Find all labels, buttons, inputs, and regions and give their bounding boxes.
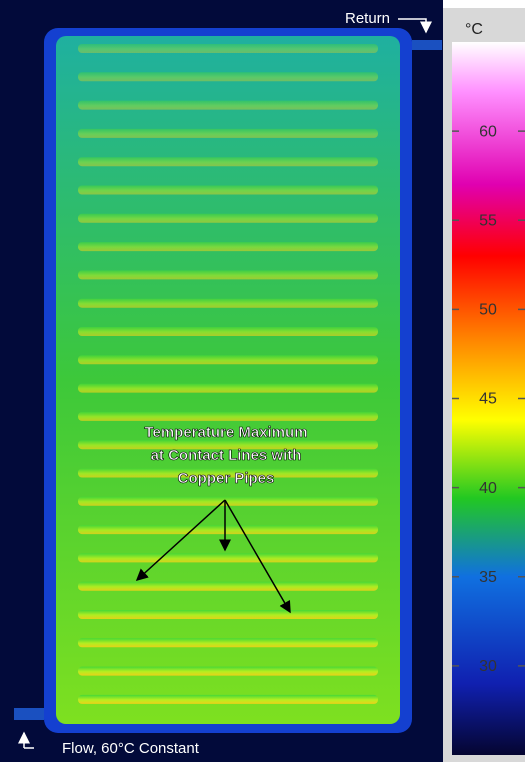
- stripe: [78, 440, 378, 450]
- stripe: [78, 270, 378, 280]
- flow-pipe: [14, 708, 44, 720]
- tick-label: 45: [479, 391, 497, 408]
- stripe: [78, 242, 378, 252]
- stripe: [78, 327, 378, 336]
- stripes: [78, 44, 378, 704]
- stripe: [78, 496, 378, 506]
- callout-line: Temperature Maximum: [144, 424, 307, 441]
- stripe: [78, 185, 378, 195]
- arrow: [135, 499, 226, 582]
- callout-arrows: [135, 499, 291, 614]
- stripe: [78, 157, 378, 167]
- tick-label: 55: [479, 212, 497, 229]
- tick-label: 50: [479, 302, 497, 319]
- stripe: [78, 694, 378, 704]
- tick-label: 60: [479, 123, 497, 140]
- stripe: [78, 44, 378, 53]
- return-pipe: [412, 40, 442, 50]
- flow-label: Flow, 60°C Constant: [62, 740, 200, 757]
- stripe: [78, 581, 378, 591]
- stripe: [78, 128, 378, 138]
- stripe: [78, 525, 378, 535]
- tick-label: 40: [479, 480, 497, 497]
- color-scale: [452, 42, 525, 755]
- tick-label: 30: [479, 658, 497, 675]
- stripe: [78, 100, 378, 110]
- tick-label: 35: [479, 569, 497, 586]
- arrow: [224, 499, 291, 614]
- stripe: [78, 213, 378, 223]
- stripe: [78, 383, 378, 393]
- stripe: [78, 72, 378, 82]
- return-arrow: [398, 18, 432, 34]
- stripe: [78, 298, 378, 308]
- stripe: [78, 411, 378, 421]
- return-label: Return: [345, 10, 390, 27]
- stripe: [78, 610, 378, 619]
- callout: Temperature Maximum at Contact Lines wit…: [144, 424, 308, 488]
- scale-ticks: 60 55 50 45 40 35 30: [452, 123, 525, 675]
- callout-line: Copper Pipes: [178, 470, 275, 487]
- stripe: [78, 468, 378, 478]
- stripe: [78, 638, 378, 648]
- callout-line: at Contact Lines with: [151, 447, 302, 464]
- stripe: [78, 355, 378, 365]
- radiator: [56, 36, 400, 724]
- scale-unit: °C: [465, 21, 483, 38]
- stripe: [78, 666, 378, 676]
- stripe: [78, 553, 378, 563]
